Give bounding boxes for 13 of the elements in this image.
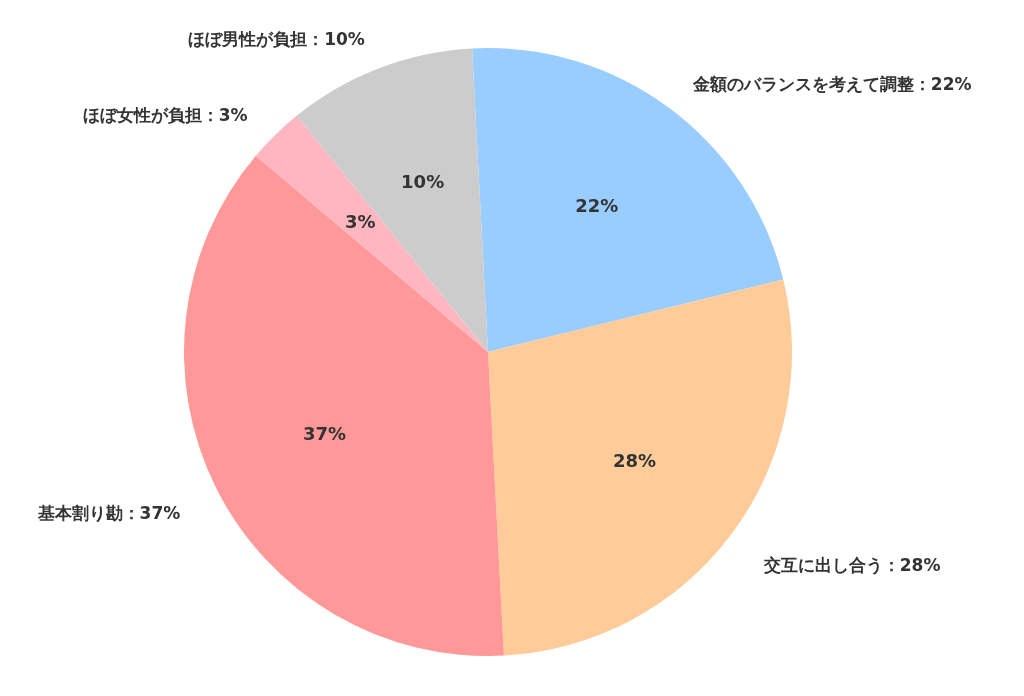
data-label: 3% <box>345 211 376 233</box>
data-label: 10% <box>401 171 445 193</box>
pie-slice <box>184 155 504 656</box>
data-label: 37% <box>303 422 347 444</box>
pie-slice <box>255 115 488 352</box>
slice-label: ほぼ女性が負担：3% <box>82 104 248 125</box>
data-label: 22% <box>575 195 619 217</box>
slice-label: 金額のバランスを考えて調整：22% <box>691 74 972 95</box>
pie-slice <box>296 48 488 352</box>
slice-label: 交互に出し合う：28% <box>762 554 941 575</box>
slice-label: 基本割り勘：37% <box>36 502 181 523</box>
slice-label: ほぼ男性が負担：10% <box>188 29 365 50</box>
data-label: 28% <box>612 450 656 472</box>
